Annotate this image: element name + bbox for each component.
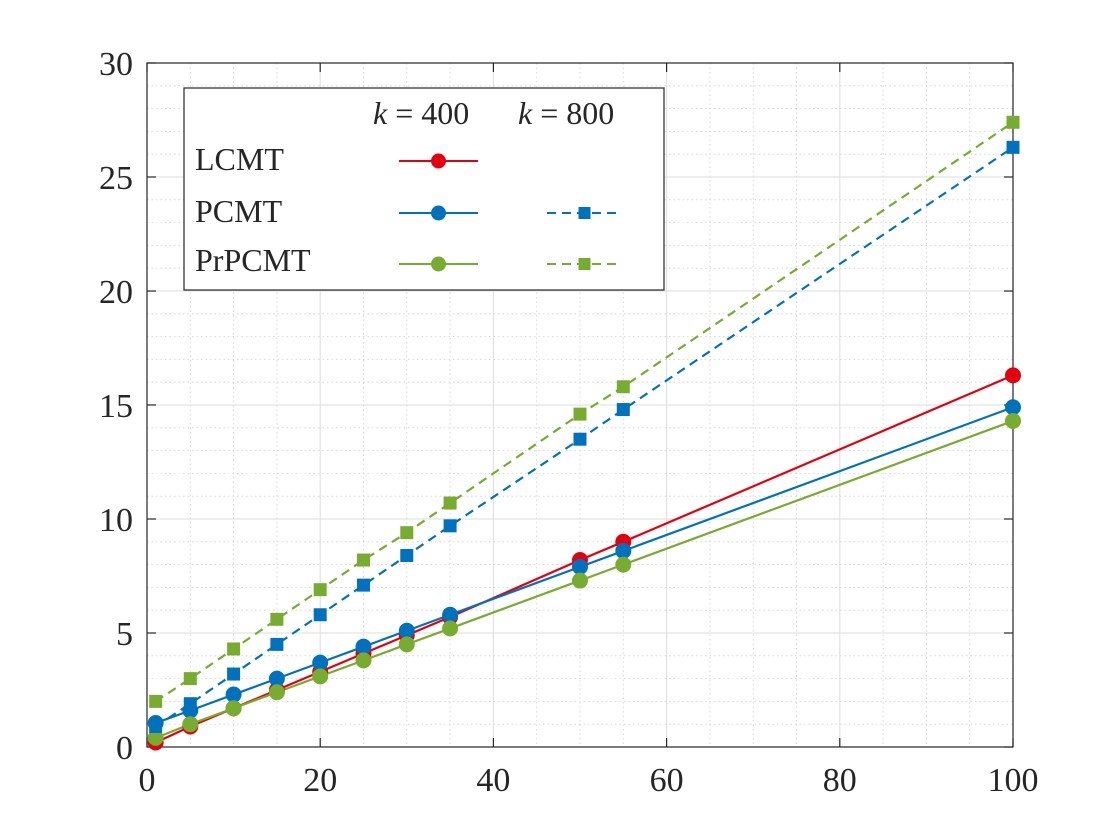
marker-pcmt-k-400	[312, 654, 329, 671]
y-tick-label: 15	[99, 388, 133, 425]
legend-swatch-marker-prpcmt-k-800	[578, 258, 591, 270]
marker-prpcmt-k-800	[400, 526, 414, 540]
legend-swatch-marker-pcmt-k-800	[578, 207, 591, 219]
marker-pcmt-k-400	[268, 670, 285, 687]
series-line-pcmt-k-800	[155, 146, 1014, 728]
marker-prpcmt-k-800	[616, 380, 630, 394]
marker-prpcmt-k-400	[312, 668, 329, 685]
marker-prpcmt-k-800	[443, 496, 457, 510]
marker-prpcmt-k-800	[313, 583, 327, 597]
marker-prpcmt-k-800	[1006, 115, 1020, 129]
marker-pcmt-k-400	[1005, 399, 1021, 416]
y-tick-label: 25	[99, 160, 133, 197]
x-tick-label: 20	[303, 762, 337, 799]
legend-header-k800: k = 800	[518, 95, 614, 131]
marker-prpcmt-k-800	[270, 612, 284, 626]
marker-prpcmt-k-800	[149, 694, 163, 708]
series-line-prpcmt-k-800	[155, 121, 1014, 703]
marker-prpcmt-k-400	[268, 684, 285, 701]
marker-prpcmt-k-400	[225, 700, 242, 717]
legend-swatch-marker-prpcmt-k-400	[431, 256, 446, 272]
marker-prpcmt-k-400	[355, 652, 372, 669]
marker-pcmt-k-800	[149, 719, 163, 733]
y-tick-label: 5	[116, 616, 133, 653]
x-tick-label: 80	[823, 762, 857, 799]
legend-label-pcmt: PCMT	[195, 193, 283, 229]
marker-pcmt-k-800	[1006, 140, 1020, 154]
x-tick-labels: 0 20 40 60 80 100	[139, 762, 1039, 799]
legend-box	[183, 87, 665, 291]
x-tick-label: 0	[139, 762, 156, 799]
marker-lcmt-k-400	[1005, 367, 1021, 384]
legend-label-lcmt: LCMT	[195, 141, 284, 177]
legend-swatches	[399, 153, 622, 272]
marker-pcmt-k-400	[355, 638, 372, 655]
x-tick-label: 60	[650, 762, 684, 799]
marker-pcmt-k-400	[615, 542, 632, 559]
marker-prpcmt-k-400	[182, 716, 199, 733]
marker-pcmt-k-400	[398, 622, 415, 639]
legend-swatch-marker-pcmt-k-400	[431, 205, 446, 221]
marker-prpcmt-k-800	[357, 553, 370, 567]
legend-swatch-marker-lcmt-k-400	[431, 153, 446, 169]
marker-prpcmt-k-400	[1005, 412, 1021, 429]
marker-prpcmt-k-400	[615, 556, 632, 573]
y-tick-label: 10	[99, 502, 133, 539]
marker-prpcmt-k-400	[572, 572, 588, 589]
marker-prpcmt-k-400	[442, 620, 459, 637]
marker-pcmt-k-400	[225, 686, 242, 703]
marker-pcmt-k-800	[227, 667, 241, 681]
marker-pcmt-k-800	[357, 578, 370, 592]
y-tick-label: 20	[99, 274, 133, 311]
marker-prpcmt-k-400	[398, 636, 415, 653]
marker-pcmt-k-400	[442, 606, 459, 623]
y-tick-label: 30	[99, 46, 133, 83]
marker-prpcmt-k-800	[183, 672, 197, 686]
series-markers	[147, 115, 1021, 751]
marker-pcmt-k-800	[183, 697, 197, 711]
marker-pcmt-k-800	[573, 432, 587, 446]
marker-pcmt-k-800	[270, 637, 284, 651]
marker-prpcmt-k-800	[227, 642, 241, 656]
x-tick-label: 100	[988, 762, 1039, 799]
marker-pcmt-k-800	[400, 548, 414, 562]
x-tick-label: 40	[476, 762, 510, 799]
legend-label-prpcmt: PrPCMT	[195, 242, 311, 278]
marker-pcmt-k-400	[572, 558, 588, 575]
y-tick-labels: 0 5 10 15 20 25 30	[99, 46, 133, 767]
marker-pcmt-k-800	[616, 403, 630, 417]
marker-prpcmt-k-800	[573, 407, 587, 421]
marker-pcmt-k-800	[313, 608, 327, 622]
marker-pcmt-k-800	[443, 519, 457, 533]
legend-header-k400: k = 400	[373, 95, 469, 131]
legend: k = 400 k = 800 LCMT PCMT PrPCMT	[183, 87, 665, 291]
y-tick-label: 0	[116, 730, 133, 767]
